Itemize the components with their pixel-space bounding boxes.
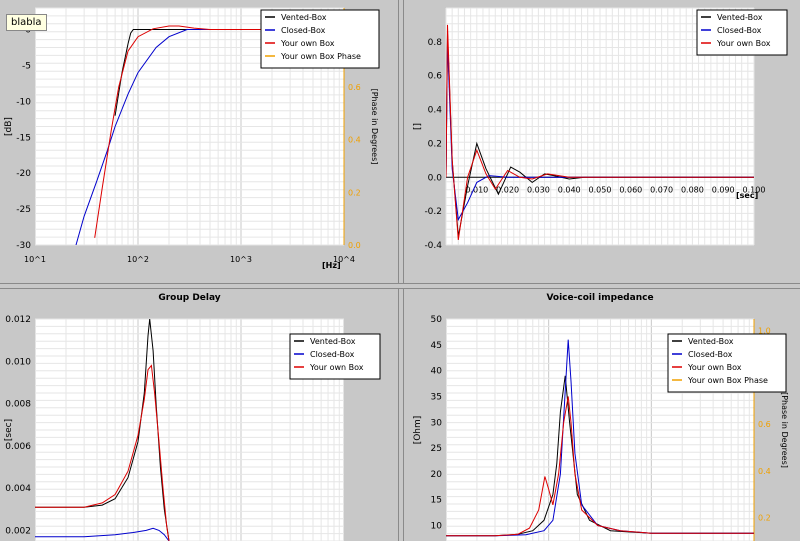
y2-axis-label: [Phase in Degrees] [370, 89, 379, 165]
x-tick-label: 0.090 [712, 185, 735, 194]
x-axis-label: [sec] [736, 191, 758, 200]
y-tick-label: 30 [431, 418, 443, 428]
y-tick-label: 0.6 [428, 72, 443, 82]
x-tick-label: 0.050 [589, 185, 612, 194]
y-tick-label: 0.012 [5, 315, 31, 325]
impedance-chart: Voice-coil impedance 50 45 40 35 30 25 20 15 10 [O… [413, 293, 789, 541]
x-tick-label: 0.080 [681, 185, 704, 194]
frequency-response-chart: 0-5-10-15-20-25-30[dB]0.00.20.40.6[Phase… [4, 7, 380, 270]
y-tick-label: 15 [431, 496, 442, 506]
y2-tick-label: 0.4 [348, 136, 361, 145]
series-line-vented-box [35, 319, 170, 541]
y2-tick-label: 0.6 [758, 420, 771, 429]
x-axis-label: [Hz] [322, 261, 341, 270]
x-tick-label: 10^2 [127, 255, 149, 264]
x-tick-label: 10^3 [230, 255, 252, 264]
legend-box [696, 9, 788, 56]
y-tick-label: -20 [16, 169, 31, 179]
y-tick-label: -5 [22, 61, 31, 71]
y-tick-label: -15 [16, 133, 31, 143]
legend-label: Closed-Box [281, 26, 326, 35]
x-tick-label: 0.070 [650, 185, 673, 194]
y-tick-label: 0.002 [5, 526, 31, 536]
legend: Vented-Box Closed-Box Your own Box [289, 333, 381, 380]
legend-label: Your own Box [280, 39, 335, 48]
y-tick-label: 40 [431, 367, 443, 377]
x-tick-label: 0.030 [527, 185, 550, 194]
y-tick-label: 0.8 [428, 38, 443, 48]
series-line-your-own-box [446, 24, 754, 240]
y-tick-label: 45 [431, 341, 442, 351]
y2-tick-label: 0.4 [758, 467, 771, 476]
legend-box [667, 333, 787, 393]
y-axis-label: [sec] [4, 419, 14, 441]
y-axis-label: [] [413, 123, 423, 130]
legend: Vented-Box Closed-Box Your own Box Your own… [260, 9, 380, 69]
y2-tick-label: 0.2 [758, 514, 771, 523]
tooltip: blabla [6, 14, 47, 31]
y-tick-label: 0.0 [428, 173, 443, 183]
y-tick-label: 35 [431, 392, 442, 402]
y-tick-label: -25 [16, 205, 31, 215]
legend-label: Vented-Box [281, 13, 327, 22]
x-tick-label: 0.010 [465, 185, 488, 194]
chart-title: Voice-coil impedance [546, 293, 653, 303]
legend-label: Your own Box [716, 39, 771, 48]
y-tick-label: 0.4 [428, 106, 443, 116]
horizontal-splitter[interactable] [0, 283, 800, 289]
legend-label: Your own Box [687, 363, 742, 372]
y-tick-label: 0.2 [428, 139, 442, 149]
vertical-splitter[interactable] [398, 0, 404, 541]
y2-axis-label: [Phase in Degrees] [780, 392, 789, 468]
series-line-your-own-box [446, 396, 754, 537]
legend: Vented-Box Closed-Box Your own Box Your own… [667, 333, 787, 393]
x-tick-label: 10^1 [24, 255, 46, 264]
y-axis-label: [dB] [4, 117, 14, 136]
y2-tick-label: 0.2 [348, 188, 361, 197]
legend-label: Vented-Box [717, 13, 763, 22]
series-line-your-own-box [35, 364, 170, 541]
y-tick-label: -10 [16, 97, 31, 107]
legend: Vented-Box Closed-Box Your own Box [696, 9, 788, 56]
y2-tick-label: 0.6 [348, 83, 361, 92]
legend-label: Closed-Box [717, 26, 762, 35]
legend-label: Your own Box Phase [280, 52, 361, 61]
legend-label: Vented-Box [688, 337, 734, 346]
legend-label: Closed-Box [688, 350, 733, 359]
legend-label: Your own Box Phase [687, 376, 768, 385]
series-line-closed-box [35, 527, 170, 541]
step-response-chart: 0.8 0.6 0.4 0.2 0.0 -0.2 -0.4 [] 0.010 0.020 0.030… [413, 7, 788, 251]
series-line-your-own-box [94, 25, 344, 238]
y-tick-label: -30 [16, 241, 31, 251]
y-tick-label: 0.004 [5, 484, 31, 494]
legend-box [289, 333, 381, 380]
x-tick-label: 0.060 [619, 185, 642, 194]
y-tick-label: -0.4 [424, 241, 442, 251]
y-tick-label: 0.008 [5, 400, 31, 410]
y2-tick-label: 0.0 [348, 241, 361, 250]
group-delay-chart: Group Delay 0.012 0.010 0.008 0.006 0.004 0.00… [4, 293, 381, 541]
legend-label: Closed-Box [310, 350, 355, 359]
y-tick-label: 0.010 [5, 357, 31, 367]
x-tick-label: 10^4 [333, 255, 355, 264]
legend-label: Vented-Box [310, 337, 356, 346]
y-tick-label: -0.2 [424, 207, 442, 217]
x-tick-label: 0.020 [496, 185, 519, 194]
chart-title: Group Delay [158, 293, 220, 303]
legend-label: Your own Box [309, 363, 364, 372]
y-tick-label: 10 [431, 522, 443, 532]
legend-box [260, 9, 380, 69]
y-tick-label: 25 [431, 444, 442, 454]
y-tick-label: 0.006 [5, 442, 31, 452]
x-tick-label: 0.040 [558, 185, 581, 194]
y2-tick-label: 1.0 [758, 327, 771, 336]
y-tick-label: 50 [431, 315, 443, 325]
x-tick-label: 0.100 [743, 185, 766, 194]
y-axis-label: [Ohm] [413, 416, 423, 445]
y-tick-label: 20 [431, 470, 443, 480]
